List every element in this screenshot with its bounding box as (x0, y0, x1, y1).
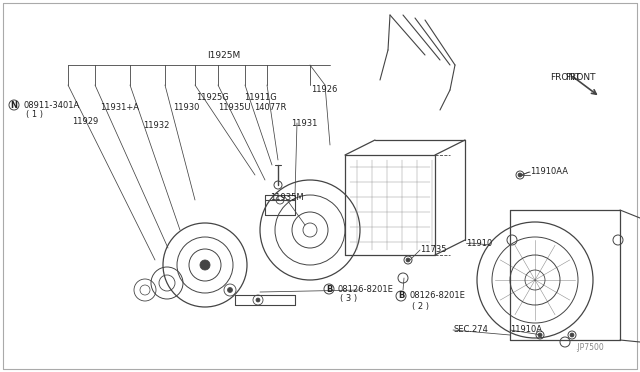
Text: 08126-8201E: 08126-8201E (410, 292, 466, 301)
Text: 11735: 11735 (420, 246, 447, 254)
Text: 11931: 11931 (291, 119, 317, 128)
Text: 11935U: 11935U (218, 103, 250, 112)
Circle shape (200, 260, 210, 270)
Circle shape (518, 173, 522, 177)
Text: 11910AA: 11910AA (530, 167, 568, 176)
Circle shape (538, 333, 542, 337)
Text: ( 2 ): ( 2 ) (412, 301, 429, 311)
Text: FRONT: FRONT (550, 74, 580, 83)
Circle shape (570, 333, 574, 337)
Text: .JP7500: .JP7500 (575, 343, 604, 352)
Text: 14077R: 14077R (254, 103, 286, 112)
Text: 08911-3401A: 08911-3401A (24, 100, 80, 109)
Text: 11910A: 11910A (510, 326, 542, 334)
Text: 11929: 11929 (72, 118, 99, 126)
Text: I1925M: I1925M (207, 51, 240, 60)
Text: 11926: 11926 (311, 86, 337, 94)
Circle shape (256, 298, 260, 302)
Text: 11932: 11932 (143, 121, 170, 129)
Text: 11930: 11930 (173, 103, 200, 112)
Text: N: N (10, 100, 17, 109)
Text: ( 1 ): ( 1 ) (26, 110, 43, 119)
Text: ( 3 ): ( 3 ) (340, 295, 357, 304)
Text: 08126-8201E: 08126-8201E (338, 285, 394, 294)
Text: 11910: 11910 (466, 238, 492, 247)
Text: 11931+A: 11931+A (100, 103, 139, 112)
Text: 11925G: 11925G (196, 93, 228, 102)
Text: FRONT: FRONT (565, 74, 595, 83)
Text: 11911G: 11911G (244, 93, 276, 102)
Text: 11935M: 11935M (270, 192, 303, 202)
Text: SEC.274: SEC.274 (453, 326, 488, 334)
Text: B: B (326, 285, 332, 294)
Circle shape (227, 288, 232, 292)
Circle shape (406, 258, 410, 262)
Text: B: B (398, 292, 404, 301)
